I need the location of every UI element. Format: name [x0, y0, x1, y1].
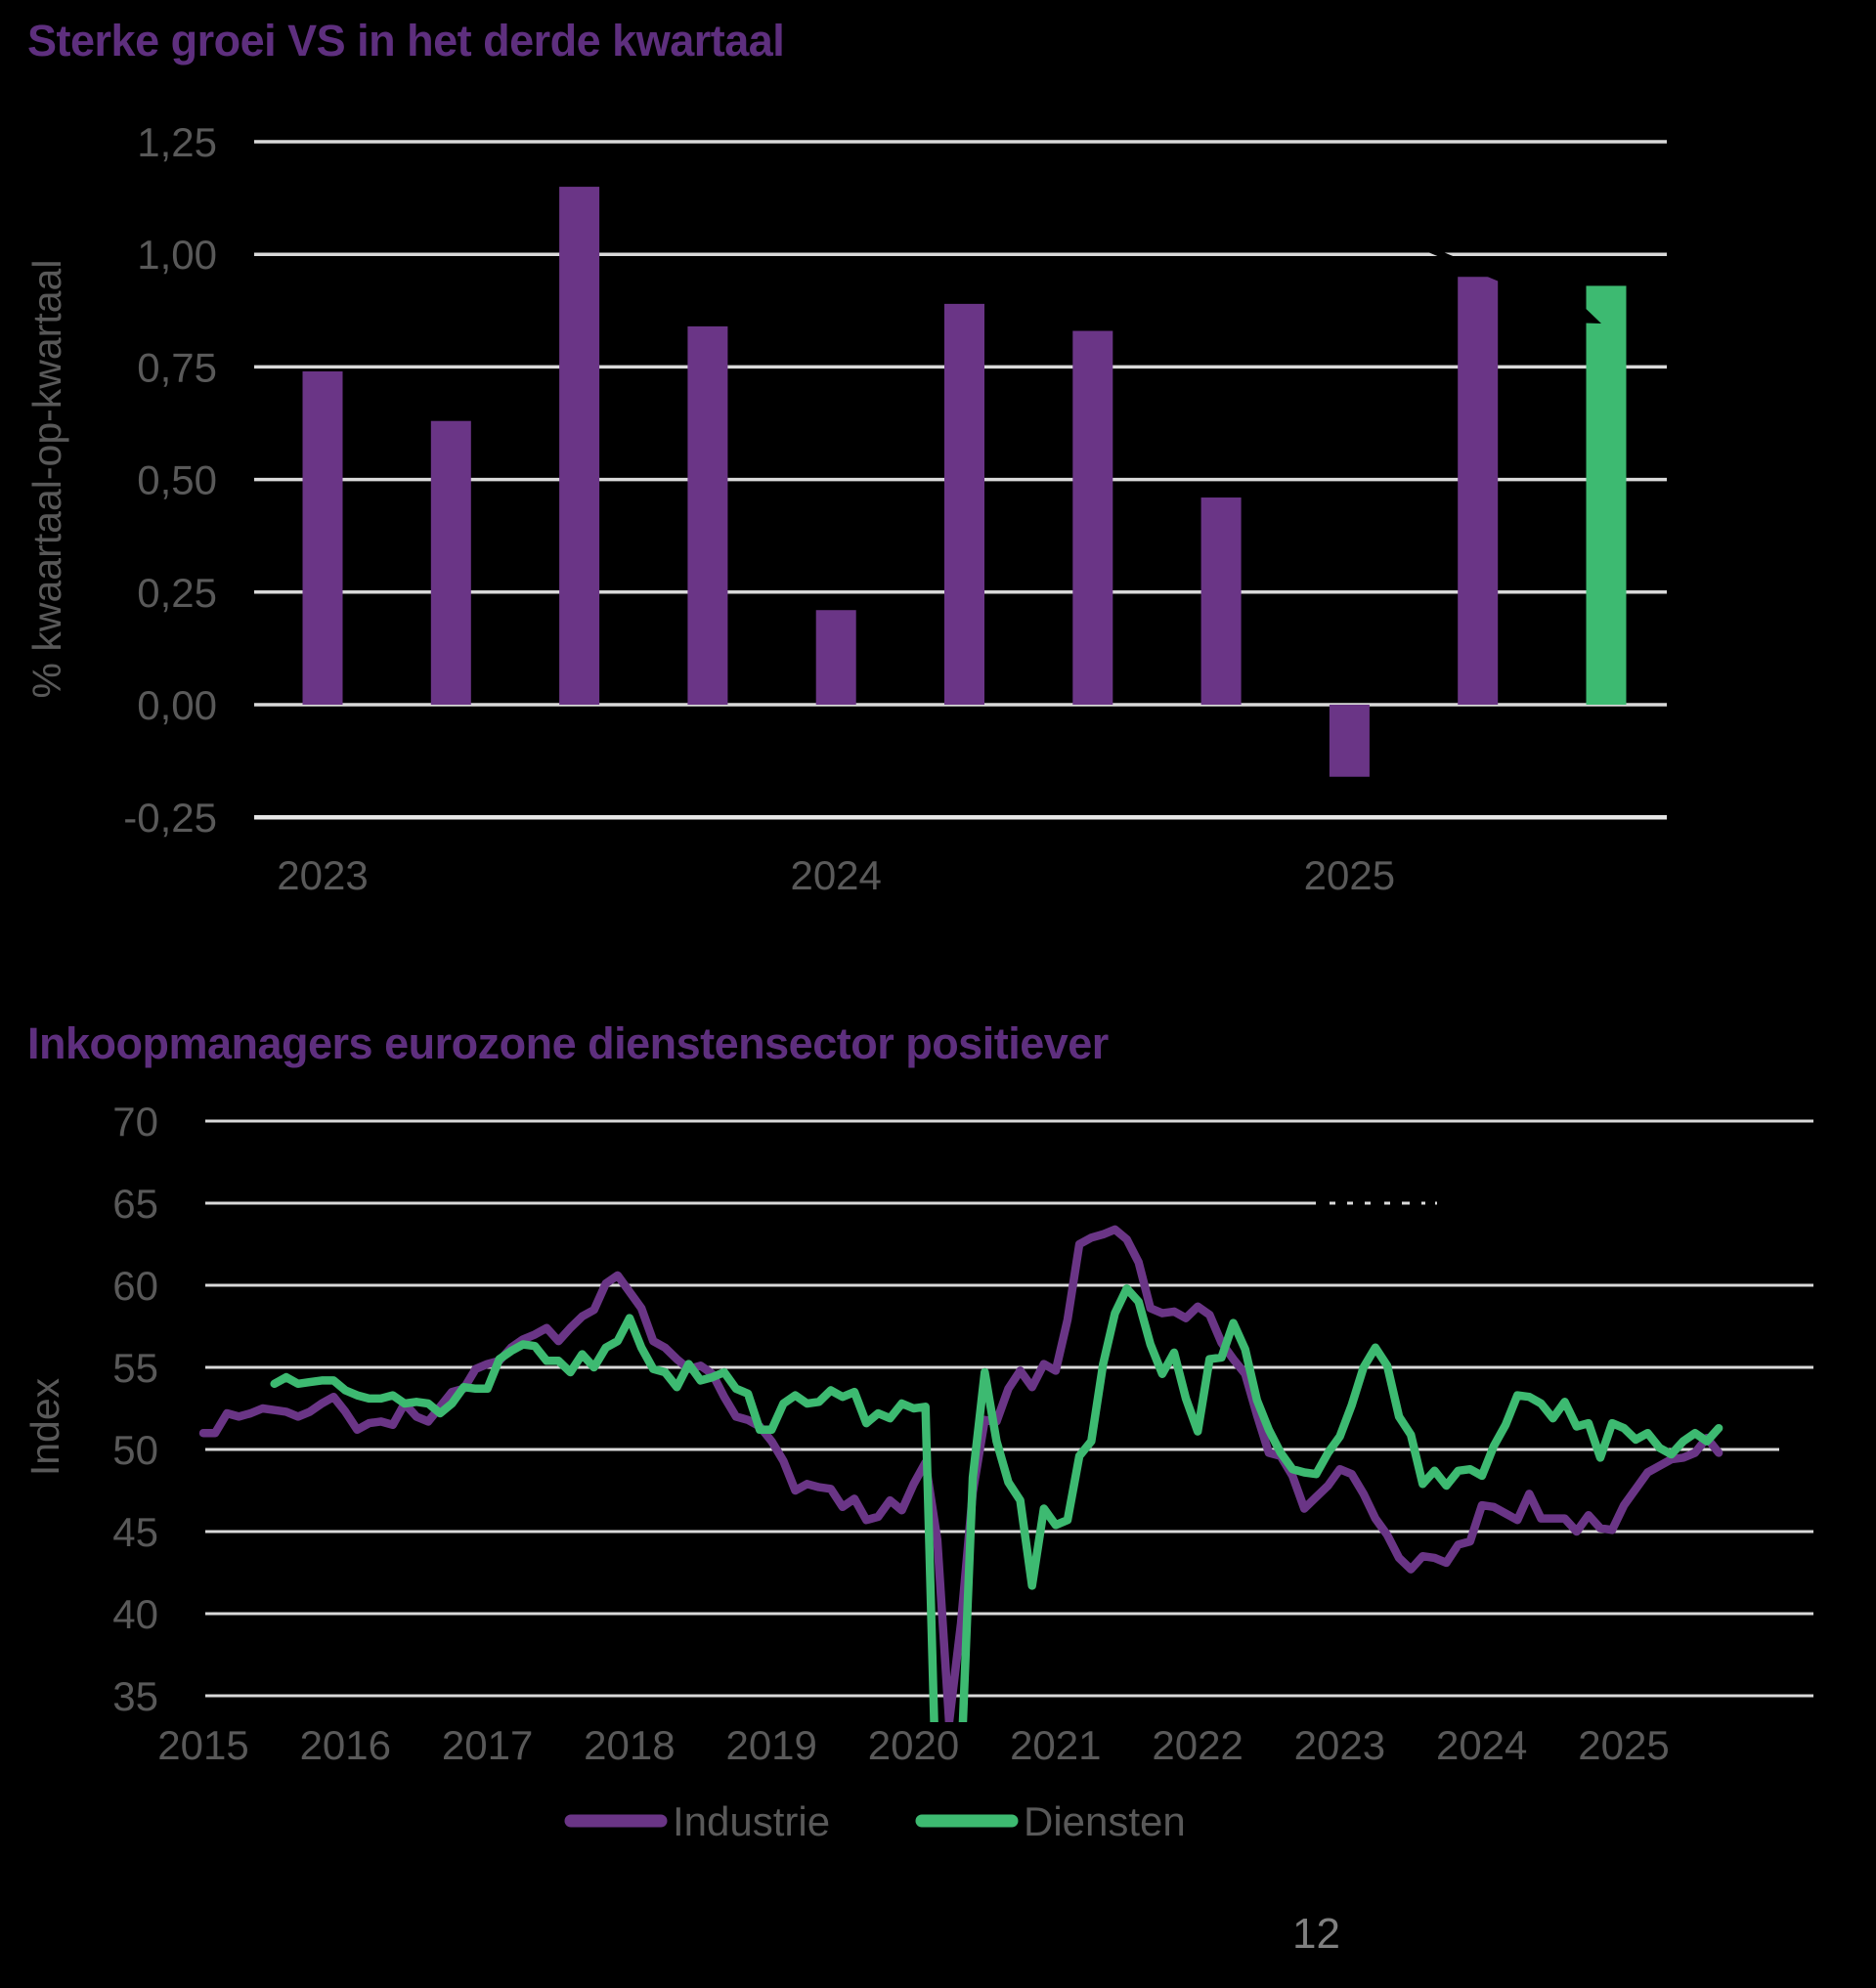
hidden-annotation-box	[1437, 1185, 1814, 1226]
x-tick-label: 2015	[157, 1722, 248, 1768]
y-axis-title: Index	[22, 1377, 67, 1476]
top-bar-chart: 1,25 1,00 0,75 0,50 0,25 0,00 -0,25 % kwaartaal…	[24, 119, 1667, 898]
y-tick-label: 0,25	[137, 570, 217, 616]
bar-2024 K4	[1200, 497, 1242, 705]
hidden-annotation-notch	[1779, 1444, 1814, 1457]
y-tick-label: 0,75	[137, 344, 217, 390]
y-tick-label: -0,25	[123, 795, 217, 841]
y-tick-label: 0,00	[137, 682, 217, 728]
bottom-line-chart: 70 65 60 55 50 45 40 35 Index 2015 2016 2017 2018 201…	[22, 1099, 1814, 1844]
series-lines	[198, 1225, 1723, 1722]
bar-2023 K4	[687, 325, 728, 705]
y-tick-label: 55	[112, 1345, 158, 1391]
bar-2023 K3	[559, 187, 600, 705]
annotation-arrow	[1374, 225, 1601, 324]
y-axis-title: % kwaartaal-op-kwartaal	[24, 260, 69, 699]
diensten-line	[270, 1284, 1723, 1722]
top-chart-title: Sterke groei VS in het derde kwartaal	[27, 16, 785, 65]
bar-2024 K3	[1072, 330, 1113, 705]
bottom-chart-title: Inkoopmanagers eurozone dienstensector p…	[27, 1018, 1109, 1068]
y-tick-label: 35	[112, 1673, 158, 1719]
x-tick-label: 2018	[584, 1722, 675, 1768]
bar-2024 K2	[944, 303, 984, 705]
x-tick-label: 2024	[790, 852, 881, 898]
hidden-annotation-glyph	[1425, 1195, 1435, 1212]
bar-2025 K1	[1329, 705, 1370, 777]
bar-2024 K1	[815, 610, 856, 705]
bar-2025 K2	[1458, 277, 1499, 705]
bar-2023 K2	[430, 420, 471, 705]
x-tick-label: 2024	[1436, 1722, 1527, 1768]
hidden-annotation-glyph	[1410, 1195, 1421, 1212]
legend-label-industrie: Industrie	[673, 1798, 830, 1844]
x-tick-label: 2016	[300, 1722, 391, 1768]
y-tick-label: 0,50	[137, 457, 217, 503]
annotation-arrowhead	[1566, 299, 1601, 324]
hidden-annotation-glyph	[1353, 1195, 1365, 1212]
y-tick-label: 50	[112, 1427, 158, 1473]
highlight-bar-2025 K3	[1586, 285, 1627, 705]
legend-label-diensten: Diensten	[1024, 1798, 1186, 1844]
x-tick-label: 2023	[277, 852, 368, 898]
x-tick-label: 2017	[442, 1722, 533, 1768]
x-tick-label: 2025	[1578, 1722, 1669, 1768]
x-tick-label: 2025	[1304, 852, 1395, 898]
y-tick-label: 1,25	[137, 119, 217, 165]
industrie-line	[198, 1225, 1723, 1722]
y-tick-label: 65	[112, 1181, 158, 1227]
bar-2023 K1	[302, 371, 343, 705]
annotation-arrow-line	[1374, 225, 1580, 314]
x-tick-label: 2023	[1294, 1722, 1385, 1768]
legend: Industrie Diensten	[564, 1798, 1186, 1844]
y-tick-label: 70	[112, 1099, 158, 1145]
hidden-annotation-glyph	[1371, 1195, 1384, 1212]
hidden-annotation	[1316, 1185, 1814, 1457]
x-tick-label: 2020	[868, 1722, 959, 1768]
x-tick-label: 2021	[1010, 1722, 1101, 1768]
y-tick-label: 60	[112, 1263, 158, 1309]
hidden-annotation-glyph	[1316, 1195, 1330, 1212]
hidden-annotation-glyph	[1390, 1195, 1402, 1212]
y-tick-label: 1,00	[137, 232, 217, 278]
x-tick-label: 2019	[725, 1722, 816, 1768]
hidden-annotation-glyph	[1335, 1195, 1347, 1212]
page-number: 12	[1292, 1910, 1340, 1958]
y-tick-label: 40	[112, 1591, 158, 1637]
x-tick-label: 2022	[1152, 1722, 1243, 1768]
y-tick-label: 45	[112, 1509, 158, 1555]
